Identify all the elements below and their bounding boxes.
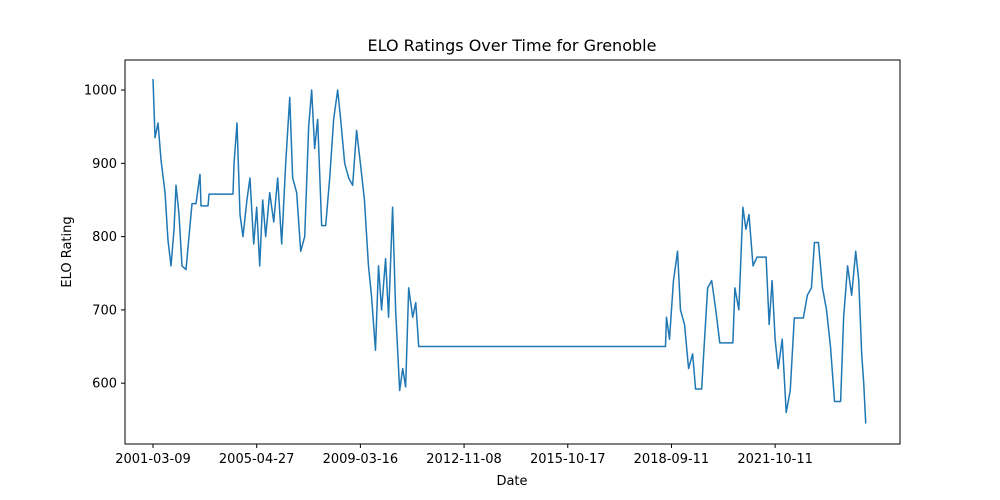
y-tick-label: 700 — [92, 303, 117, 318]
y-tick-label: 600 — [92, 377, 117, 392]
series-line — [152, 79, 867, 424]
y-tick-label: 900 — [92, 157, 117, 172]
x-tick-label: 2018-09-11 — [634, 452, 710, 467]
x-tick-label: 2001-03-09 — [115, 452, 191, 467]
y-axis-label: ELO Rating — [60, 216, 75, 287]
x-tick-label: 2012-11-08 — [426, 452, 502, 467]
x-tick-label: 2009-03-16 — [323, 452, 399, 467]
x-axis-label: Date — [496, 474, 527, 489]
y-tick-label: 800 — [92, 230, 117, 245]
chart-title: ELO Ratings Over Time for Grenoble — [368, 36, 657, 55]
x-tick-label: 2005-04-27 — [219, 452, 295, 467]
x-tick-label: 2015-10-17 — [530, 452, 606, 467]
x-tick-label: 2021-10-11 — [737, 452, 813, 467]
y-tick-label: 1000 — [84, 84, 117, 99]
plot-frame — [124, 59, 901, 445]
